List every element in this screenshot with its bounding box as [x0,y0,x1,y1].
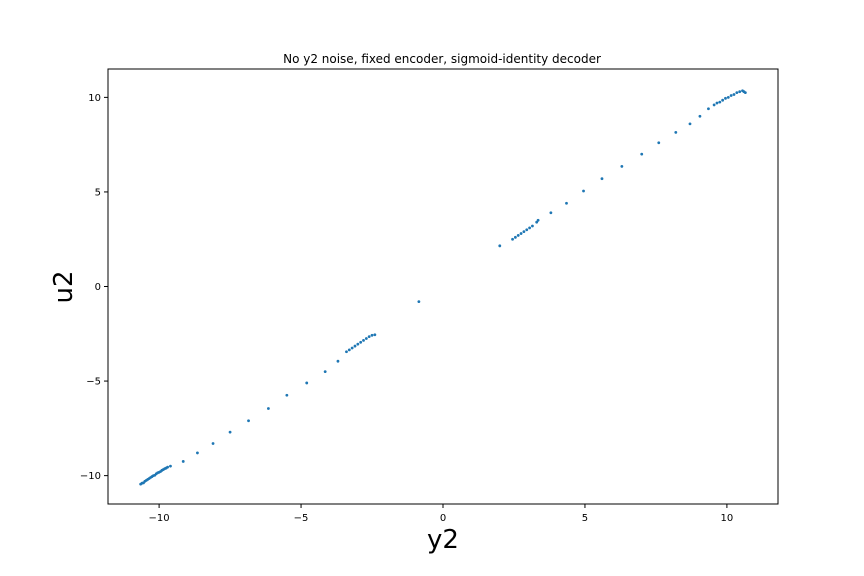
data-point [724,96,727,100]
data-point [531,224,534,228]
data-point [698,114,702,118]
data-point [707,107,710,111]
data-point [350,346,354,350]
data-point [718,100,722,104]
data-point [336,359,340,363]
data-point [732,93,736,96]
data-point [516,234,520,237]
data-point [726,95,730,99]
data-point [743,91,747,95]
data-points [139,89,747,486]
data-point [640,152,644,156]
data-point [549,211,553,215]
data-point [345,350,348,354]
data-point [228,430,232,434]
plot-frame [107,68,779,505]
data-point [323,370,327,374]
chart-title: No y2 noise, fixed encoder, sigmoid-iden… [283,52,601,66]
data-point [674,130,678,134]
data-point [359,340,363,344]
data-point [285,393,289,397]
x-tick-label: 0 [440,513,446,524]
y-tick-label: −5 [86,377,101,388]
x-tick-label: 10 [721,513,734,524]
data-point [196,451,199,455]
data-point [305,381,309,385]
y-tick-label: −10 [80,471,101,482]
data-point [417,300,421,304]
data-point [620,165,624,168]
axis-ticks: −10 −5 0 5 10 −10 −5 0 5 10 [80,93,733,524]
data-point [729,94,733,97]
data-point [519,232,523,235]
y-tick-label: 5 [95,187,101,198]
data-point [528,226,531,230]
data-point [721,98,725,102]
data-point [367,335,371,339]
data-point [498,244,502,248]
x-axis-label: y2 [427,525,459,555]
data-point [600,177,604,181]
data-point [522,230,526,234]
data-point [247,419,250,423]
data-point [513,235,517,239]
x-tick-label: 5 [582,513,588,524]
data-point [735,91,739,95]
data-point [353,344,357,348]
y-tick-label: 0 [95,282,101,293]
data-point [169,464,172,468]
data-point [181,460,185,463]
data-point [370,333,374,337]
y-tick-label: 10 [88,93,101,104]
data-point [373,333,377,337]
data-point [712,103,716,107]
data-point [525,228,529,232]
data-point [362,339,365,342]
data-point [688,122,692,126]
data-point [715,101,719,105]
x-tick-label: −5 [294,513,309,524]
y-axis-label: u2 [49,270,79,303]
data-point [536,218,540,222]
data-point [166,465,170,469]
data-point [364,337,368,340]
data-point [657,141,661,145]
data-point [738,90,742,94]
data-point [511,237,514,241]
data-point [347,348,351,352]
data-point [582,189,585,193]
data-point [565,201,568,205]
x-tick-label: −10 [149,513,170,524]
data-point [211,442,215,445]
data-point [356,342,360,346]
data-point [267,407,270,410]
